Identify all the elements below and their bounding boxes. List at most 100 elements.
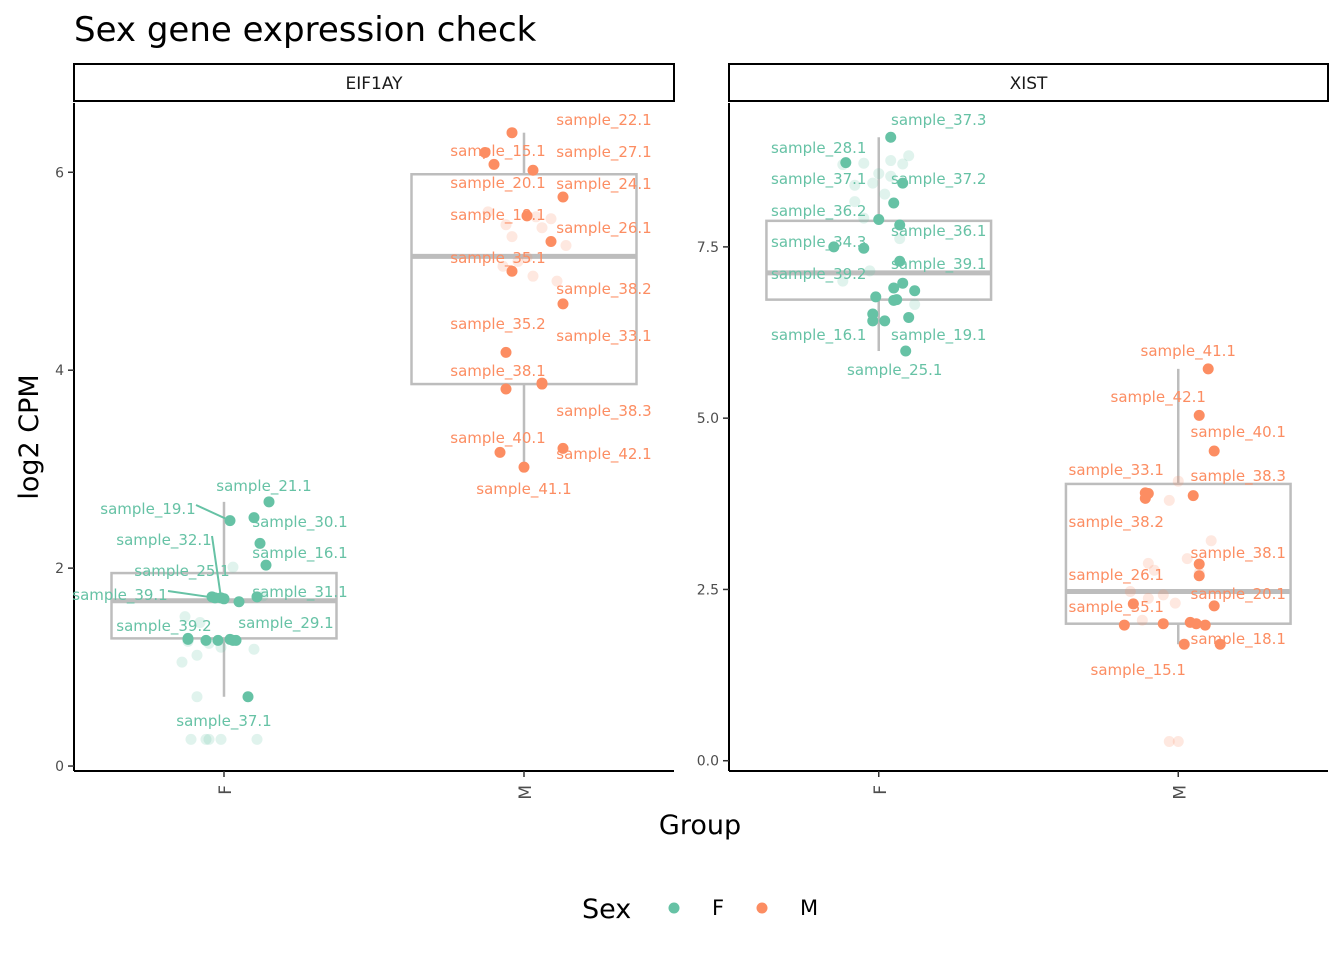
data-point-faint: [551, 275, 563, 287]
data-point-label: sample_16.1: [771, 326, 866, 345]
data-point-label: sample_33.1: [1069, 461, 1164, 480]
data-point-label: sample_41.1: [476, 480, 571, 499]
data-point-label: sample_25.1: [134, 562, 229, 581]
data-point-faint: [894, 233, 906, 245]
data-point: [506, 127, 518, 139]
data-point-faint: [203, 733, 215, 745]
data-point: [254, 537, 266, 549]
data-point-label: sample_33.1: [556, 327, 651, 346]
data-point: [1190, 618, 1202, 630]
data-point: [521, 210, 533, 222]
data-point: [1187, 490, 1199, 502]
data-point-label: sample_38.2: [556, 280, 651, 299]
data-point: [545, 236, 557, 248]
data-point: [909, 285, 921, 297]
data-point-label: sample_21.1: [216, 477, 311, 496]
data-point-label: sample_35.1: [1069, 598, 1164, 617]
data-point-faint: [482, 206, 494, 218]
data-point: [251, 591, 263, 603]
data-point: [1139, 487, 1151, 499]
data-point: [506, 265, 518, 277]
data-point-faint: [215, 733, 227, 745]
data-point-faint: [251, 733, 263, 745]
data-point: [212, 634, 224, 646]
data-point-faint: [1163, 736, 1175, 748]
y-tick-label: 7.5: [697, 240, 719, 256]
data-point: [1193, 570, 1205, 582]
data-point: [888, 197, 900, 209]
data-point-faint: [191, 691, 203, 703]
data-point-label: sample_38.1: [450, 362, 545, 381]
data-point-label: sample_39.2: [771, 265, 866, 284]
data-point: [891, 294, 903, 306]
data-point-label: sample_18.1: [450, 206, 545, 225]
data-point-faint: [176, 656, 188, 668]
data-point-label: sample_26.1: [1069, 566, 1164, 585]
data-point-label: sample_27.1: [556, 143, 651, 162]
data-point: [557, 298, 569, 310]
data-point-label: sample_31.1: [252, 583, 347, 602]
data-point-label: sample_38.3: [556, 402, 651, 421]
data-point: [224, 515, 236, 527]
data-point-label: sample_40.1: [450, 429, 545, 448]
data-point-label: sample_24.1: [556, 175, 651, 194]
data-point: [242, 691, 254, 703]
chart-title: Sex gene expression check: [74, 10, 537, 50]
box-iqr: [110, 571, 338, 640]
data-point: [1214, 638, 1226, 650]
data-point-faint: [837, 275, 849, 287]
data-point: [1157, 618, 1169, 630]
data-point-label: sample_34.3: [771, 233, 866, 252]
x-tick-label: M: [516, 785, 536, 800]
data-point-label: sample_36.2: [771, 202, 866, 221]
data-point-label: sample_39.1: [891, 255, 986, 274]
data-point-faint: [1157, 589, 1169, 601]
data-point-label: sample_19.1: [891, 326, 986, 345]
data-point-label: sample_42.1: [556, 445, 651, 464]
data-point: [894, 219, 906, 231]
y-tick-label: 5.0: [697, 411, 719, 427]
data-point: [897, 277, 909, 289]
data-point-label: sample_20.1: [450, 174, 545, 193]
data-point-faint: [1124, 585, 1136, 597]
data-point-label: sample_39.2: [116, 617, 211, 636]
data-point: [1208, 600, 1220, 612]
data-point-label: sample_38.3: [1191, 467, 1286, 486]
data-point-label: sample_20.1: [1191, 585, 1286, 604]
data-point-label: sample_25.1: [847, 361, 942, 380]
legend-label-f: F: [712, 896, 724, 920]
data-point-faint: [903, 150, 915, 162]
data-point-faint: [1181, 553, 1193, 565]
data-point-faint: [536, 222, 548, 234]
data-point-faint: [849, 196, 861, 208]
data-point-faint: [560, 240, 572, 252]
data-point: [879, 315, 891, 327]
data-point-label: sample_37.2: [891, 170, 986, 189]
data-point-label: sample_35.2: [450, 315, 545, 334]
data-point: [500, 383, 512, 395]
data-point-faint: [1142, 557, 1154, 569]
y-tick-label: 6: [55, 165, 64, 181]
data-point-label: sample_37.1: [176, 712, 271, 731]
data-point-label: sample_19.1: [100, 500, 195, 519]
facet-strip-label: XIST: [1010, 74, 1048, 94]
data-point-faint: [858, 212, 870, 224]
data-point-label: sample_36.1: [891, 222, 986, 241]
data-point-faint: [200, 733, 212, 745]
boxplot-m: [410, 132, 638, 468]
data-point-label: sample_38.2: [1069, 513, 1164, 532]
data-point-label: sample_29.1: [238, 614, 333, 633]
facet-strip: [73, 63, 675, 102]
data-point-label: sample_28.1: [771, 139, 866, 158]
data-point-label: sample_37.3: [891, 111, 986, 130]
box-iqr: [410, 173, 638, 386]
data-point: [894, 255, 906, 267]
data-point: [536, 377, 548, 389]
data-point: [557, 191, 569, 203]
data-point-faint: [545, 213, 557, 225]
y-tick-label: 4: [55, 363, 64, 379]
label-leader-line: [195, 504, 231, 522]
data-point: [206, 591, 218, 603]
legend-label-m: M: [800, 896, 818, 920]
